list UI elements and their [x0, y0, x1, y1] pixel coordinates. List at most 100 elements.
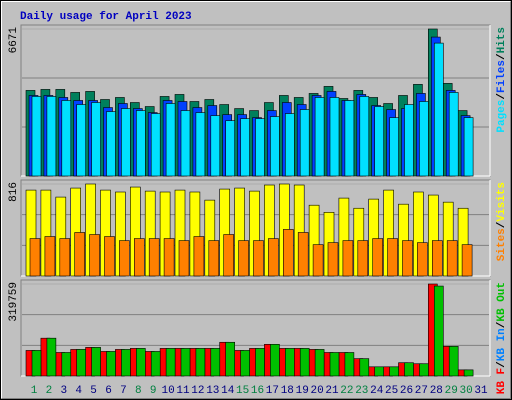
y-max-label: 319759: [8, 282, 20, 322]
bar: [433, 42, 444, 177]
bar: [238, 240, 249, 277]
bar: [91, 102, 101, 177]
bar: [104, 236, 115, 277]
bar: [121, 108, 131, 177]
x-tick-label: 23: [355, 385, 368, 397]
bar: [374, 366, 385, 377]
x-tick-label: 29: [445, 385, 458, 397]
bar: [448, 346, 459, 377]
x-tick-label: 16: [251, 385, 264, 397]
bar: [61, 100, 72, 177]
x-tick-label: 21: [325, 385, 339, 397]
bar: [134, 238, 145, 277]
bar: [463, 369, 474, 377]
bar: [299, 109, 310, 177]
bar: [163, 238, 175, 277]
bar: [359, 96, 370, 177]
x-tick-label: 10: [161, 385, 174, 397]
legend-entry: Files: [496, 60, 508, 93]
bar: [431, 240, 443, 277]
bar: [136, 110, 146, 177]
bar: [225, 341, 235, 377]
legend-entry: KB In: [496, 328, 508, 361]
bar: [46, 337, 57, 377]
bar: [342, 240, 354, 277]
x-tick-label: 14: [221, 385, 235, 397]
bar: [402, 240, 413, 277]
bar: [121, 349, 131, 377]
bar: [329, 352, 340, 377]
x-tick-label: 6: [105, 385, 112, 397]
bar: [31, 350, 42, 377]
bar: [253, 240, 264, 277]
bar: [31, 96, 42, 177]
x-tick-label: 1: [31, 385, 38, 397]
bar: [106, 111, 116, 177]
bar: [255, 118, 265, 177]
bar: [297, 232, 309, 277]
x-tick-label: 26: [400, 385, 413, 397]
bar: [74, 232, 85, 277]
bar: [270, 116, 280, 177]
legend-entry: Visits: [496, 182, 508, 222]
x-tick-label: 19: [296, 385, 309, 397]
legend: KB F/KB In/KB Out: [496, 282, 508, 394]
bar: [419, 101, 429, 177]
bar: [270, 344, 280, 377]
bar: [223, 234, 234, 277]
legend: Pages/Files/Hits: [496, 27, 508, 133]
x-tick-label: 7: [120, 385, 127, 397]
bar: [282, 229, 294, 277]
y-max-label: 6671: [8, 27, 20, 54]
bar: [314, 349, 325, 377]
x-tick-label: 28: [430, 385, 443, 397]
x-tick-label: 20: [310, 385, 323, 397]
bar: [461, 244, 473, 277]
legend-entry: Sites: [496, 228, 508, 261]
x-tick-label: 12: [191, 385, 204, 397]
bar: [284, 113, 295, 177]
x-tick-label: 9: [150, 385, 157, 397]
bar: [150, 351, 161, 377]
x-tick-label: 17: [266, 385, 279, 397]
bar: [299, 348, 310, 377]
bar: [148, 238, 160, 277]
bar: [240, 118, 250, 177]
bar: [329, 97, 340, 177]
x-tick-label: 22: [340, 385, 353, 397]
bar: [136, 348, 146, 377]
bar: [195, 112, 206, 177]
bar: [165, 103, 176, 177]
bar: [327, 242, 339, 277]
legend-separator: /: [496, 361, 508, 368]
bar: [46, 96, 57, 177]
bar: [195, 348, 206, 377]
x-tick-label: 11: [176, 385, 190, 397]
x-tick-label: 24: [370, 385, 384, 397]
bar: [29, 238, 41, 277]
bar: [91, 347, 101, 377]
x-tick-label: 4: [75, 385, 82, 397]
bar: [119, 240, 130, 277]
bar: [106, 351, 116, 377]
bar: [178, 240, 190, 277]
legend-separator: /: [496, 93, 508, 100]
bar: [372, 238, 384, 277]
bar: [404, 104, 414, 177]
bar: [76, 349, 86, 377]
bar: [240, 350, 250, 377]
bar: [446, 240, 458, 277]
legend-separator: /: [496, 321, 508, 328]
x-tick-label: 31: [474, 385, 488, 397]
bar: [61, 352, 72, 377]
legend-entry: Hits: [496, 27, 508, 53]
bar: [59, 238, 71, 277]
x-tick-label: 5: [90, 385, 97, 397]
x-tick-label: 13: [206, 385, 219, 397]
bar: [150, 113, 161, 177]
legend-separator: /: [496, 53, 508, 60]
bar: [463, 117, 474, 177]
x-tick-label: 3: [60, 385, 67, 397]
